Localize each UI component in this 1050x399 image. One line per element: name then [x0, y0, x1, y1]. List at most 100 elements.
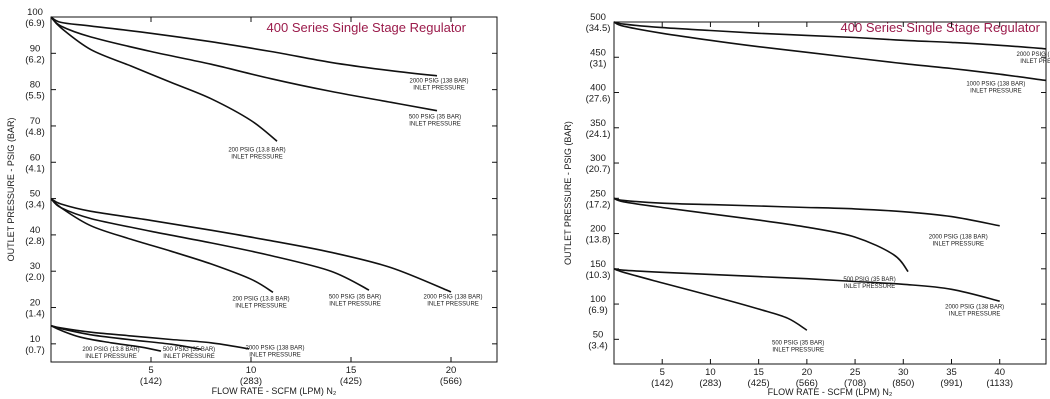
y-tick-sublabel: (6.9): [25, 18, 45, 29]
y-tick-label: 400: [590, 83, 606, 94]
curve-annotation-2: 500 PSIG (35 BAR) INLET PRESSURE: [409, 115, 461, 128]
series-line-6: [50, 198, 274, 293]
x-tick-label: 5: [660, 367, 665, 378]
curve-annotation-1: 2000 PSIG (138 BAR)INLET PRESSURE: [409, 78, 468, 91]
curve-annotation-line: 2000 PSIG (138 BAR): [929, 234, 988, 240]
series-line-3: [613, 197, 1000, 227]
y-tick-sublabel: (5.5): [25, 91, 45, 102]
x-tick-sublabel: (1133): [986, 378, 1013, 389]
y-tick-sublabel: (3.4): [25, 200, 45, 211]
curve-annotation-line: 2000 PSIG (138 BAR): [1016, 52, 1050, 58]
curve-annotation-line: INLET PRESSURE: [409, 122, 461, 128]
curve-annotation-5: 500 PSIG (35 BAR) INLET PRESSURE: [329, 294, 381, 307]
x-tick-sublabel: (991): [940, 378, 962, 389]
y-tick-label: 70: [30, 116, 41, 127]
series-line-1: [613, 21, 1047, 50]
curve-annotation-5: 2000 PSIG (138 BAR) INLET PRESSURE: [945, 304, 1004, 317]
curve-annotation-line: INLET PRESSURE: [163, 354, 215, 360]
curve-annotation-line: INLET PRESSURE: [427, 301, 479, 307]
curve-annotation-line: 500 PSIG (35 BAR): [163, 347, 215, 353]
y-tick-sublabel: (10.3): [586, 270, 611, 281]
x-tick-sublabel: (566): [440, 376, 462, 387]
y-tick-label: 500: [590, 12, 606, 23]
curve-annotation-line: INLET PRESSURE: [413, 85, 465, 91]
y-tick-label: 60: [30, 152, 41, 163]
curve-annotation-1: 2000 PSIG (138 BAR)INLET PRESSURE: [1016, 52, 1050, 65]
curve-annotation-line: 2000 PSIG (138 BAR): [409, 78, 468, 84]
curve-annotation-3: 2000 PSIG (138 BAR) INLET PRESSURE: [929, 234, 988, 247]
curve-annotation-4: 500 PSIG (35 BAR) INLET PRESSURE: [843, 277, 895, 290]
x-tick-label: 15: [346, 365, 357, 376]
chart-panel-1: 400 Series Single Stage Regulator10(0.7)…: [6, 7, 498, 396]
y-tick-sublabel: (17.2): [586, 199, 611, 210]
y-tick-sublabel: (4.1): [25, 163, 45, 174]
series-line-8: [50, 324, 202, 351]
curve-annotation-line: 2000 PSIG (138 BAR): [945, 304, 1004, 310]
y-tick-sublabel: (24.1): [586, 129, 611, 140]
x-tick-label: 10: [705, 367, 716, 378]
curve-annotation-line: INLET PRESSURE: [844, 284, 896, 290]
y-tick-sublabel: (2.8): [25, 236, 45, 247]
y-tick-label: 50: [30, 189, 41, 200]
x-tick-label: 20: [802, 367, 813, 378]
x-tick-label: 15: [753, 367, 764, 378]
x-tick-label: 30: [898, 367, 909, 378]
y-tick-label: 150: [590, 259, 606, 270]
y-tick-label: 80: [30, 80, 41, 91]
y-tick-label: 350: [590, 118, 606, 129]
x-tick-sublabel: (708): [844, 378, 866, 389]
curve-annotation-line: 200 PSIG (13.8 BAR): [82, 347, 139, 353]
series-line-1: [50, 16, 438, 77]
curve-annotation-4: 2000 PSIG (138 BAR) INLET PRESSURE: [423, 294, 482, 307]
y-tick-label: 300: [590, 153, 606, 164]
y-tick-sublabel: (27.6): [586, 94, 611, 105]
curve-annotation-6: 500 PSIG (35 BAR) INLET PRESSURE: [772, 340, 824, 353]
plot-frame: [613, 21, 1047, 365]
x-tick-sublabel: (425): [748, 378, 770, 389]
curve-annotation-line: 500 PSIG (35 BAR): [772, 340, 824, 346]
y-tick-label: 200: [590, 224, 606, 235]
x-tick-sublabel: (850): [892, 378, 914, 389]
y-axis-label: OUTLET PRESSURE - PSIG (BAR): [563, 121, 573, 265]
curve-annotation-line: 2000 PSIG (138 BAR): [245, 345, 304, 351]
curve-annotation-3: 200 PSIG (13.8 BAR) INLET PRESSURE: [228, 147, 285, 160]
y-tick-label: 10: [30, 334, 41, 345]
curve-annotation-line: INLET PRESSURE: [235, 303, 287, 309]
curve-annotation-line: INLET PRESSURE: [970, 88, 1022, 94]
series-line-9: [50, 324, 162, 352]
curve-annotation-line: INLET PRESSURE: [231, 154, 283, 160]
x-tick-sublabel: (142): [651, 378, 673, 389]
x-tick-label: 35: [946, 367, 957, 378]
series-line-4: [50, 197, 452, 293]
curve-annotation-line: INLET PRESSURE: [949, 311, 1001, 317]
y-tick-sublabel: (31): [590, 58, 607, 69]
series-line-2: [50, 16, 438, 112]
y-tick-sublabel: (3.4): [588, 340, 608, 351]
curve-annotation-8: 500 PSIG (35 BAR) INLET PRESSURE: [163, 347, 215, 360]
y-tick-sublabel: (13.8): [586, 235, 611, 246]
series-line-5: [613, 268, 1000, 302]
x-tick-sublabel: (283): [240, 376, 262, 387]
plot-frame: [50, 16, 498, 363]
curve-annotation-line: 500 PSIG (35 BAR): [843, 277, 895, 283]
y-tick-sublabel: (6.2): [25, 54, 45, 65]
series-line-3: [50, 16, 278, 142]
y-tick-label: 40: [30, 225, 41, 236]
series-line-6: [613, 268, 808, 331]
y-tick-label: 100: [27, 7, 43, 18]
y-tick-label: 250: [590, 188, 606, 199]
chart-panel-2: 400 Series Single Stage Regulator 50(3.4)…: [563, 12, 1050, 397]
x-tick-sublabel: (425): [340, 376, 362, 387]
y-tick-sublabel: (2.0): [25, 272, 45, 283]
x-tick-sublabel: (566): [796, 378, 818, 389]
y-tick-sublabel: (0.7): [25, 345, 45, 356]
curve-annotation-line: INLET PRESSURE: [772, 347, 824, 353]
curve-annotation-line: INLET PRESSURE: [249, 352, 301, 358]
curve-annotation-line: INLET PRESSURE: [1020, 59, 1050, 65]
curve-annotation-line: INLET PRESSURE: [932, 241, 984, 247]
y-tick-sublabel: (34.5): [586, 23, 611, 34]
y-tick-label: 20: [30, 298, 41, 309]
y-tick-sublabel: (20.7): [586, 164, 611, 175]
x-tick-label: 5: [148, 365, 153, 376]
y-tick-label: 100: [590, 294, 606, 305]
